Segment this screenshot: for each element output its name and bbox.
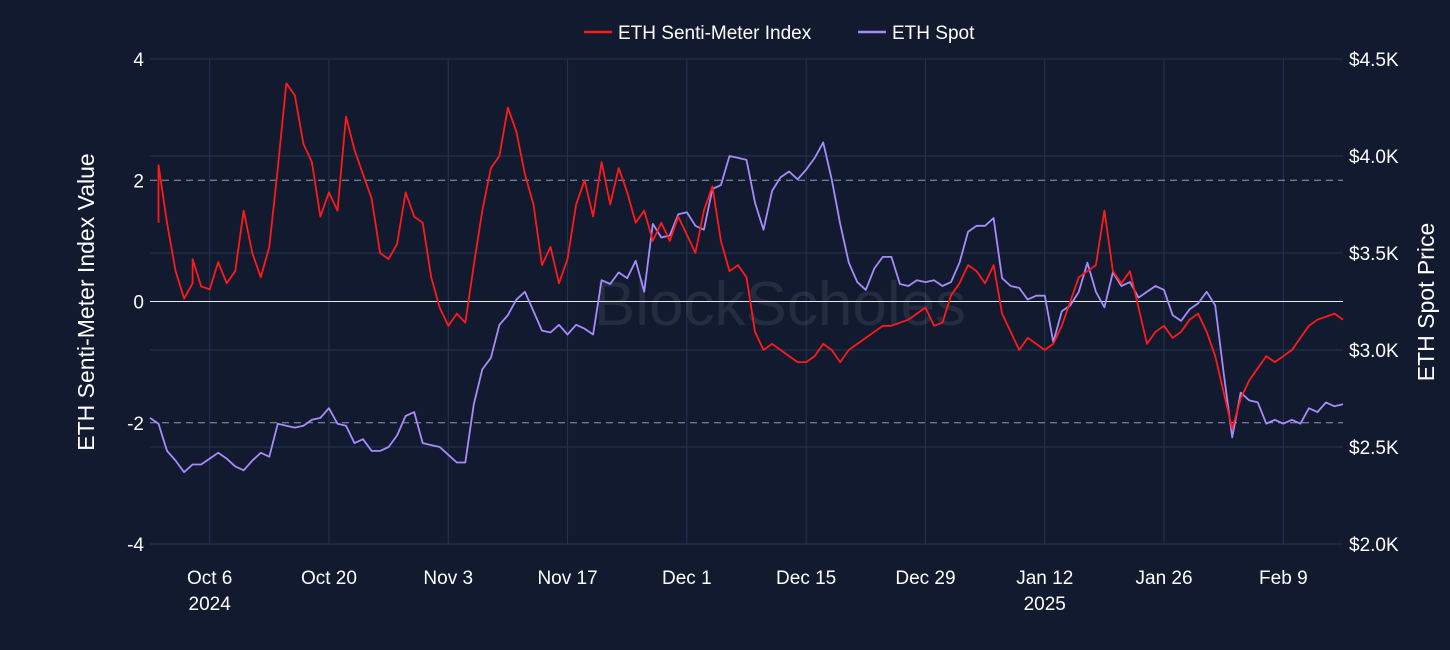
x-tick-label: Dec 15 (776, 568, 836, 589)
series-layer (149, 82, 1344, 474)
series-line-senti-meter (157, 82, 1344, 430)
legend-label-senti: ETH Senti-Meter Index (618, 23, 812, 44)
y-left-tick-label: 0 (133, 293, 144, 314)
y-axis-left-title: ETH Senti-Meter Index Value (73, 153, 99, 450)
x-tick-label: Nov 3 (423, 568, 473, 589)
grid (150, 58, 1343, 545)
x-tick-year-label: 2024 (189, 594, 232, 615)
series-line-eth-spot (149, 141, 1344, 474)
legend-label-spot: ETH Spot (892, 23, 975, 44)
x-tick-label: Dec 29 (895, 568, 955, 589)
y-right-tick-label: $4.0K (1349, 147, 1399, 168)
y-right-tick-label: $2.5K (1349, 438, 1399, 459)
y-left-tick-label: -4 (127, 535, 144, 556)
watermark: BlockScholes (594, 270, 966, 339)
y-right-tick-label: $3.0K (1349, 341, 1399, 362)
y-left-tick-label: 4 (133, 50, 144, 71)
y-axis-right-title: ETH Spot Price (1413, 223, 1439, 382)
axis-layer: 4 2 0 -2 -4 $4.5K $4.0K $3.5K $3.0K $2.5K $2.0K Oct… (127, 50, 1399, 615)
x-tick-label: Jan 12 (1016, 568, 1073, 589)
x-tick-label: Feb 9 (1259, 568, 1308, 589)
x-tick-label: Nov 17 (537, 568, 597, 589)
x-tick-label: Oct 6 (187, 568, 232, 589)
y-left-tick-label: -2 (127, 414, 144, 435)
y-left-tick-label: 2 (133, 171, 144, 192)
x-tick-label: Dec 1 (662, 568, 712, 589)
y-right-tick-label: $2.0K (1349, 535, 1399, 556)
x-tick-label: Jan 26 (1136, 568, 1193, 589)
x-tick-year-label: 2025 (1024, 594, 1066, 615)
y-right-tick-label: $4.5K (1349, 50, 1399, 71)
legend: ETH Senti-Meter Index ETH Spot (584, 23, 975, 44)
x-tick-label: Oct 20 (301, 568, 357, 589)
y-right-tick-label: $3.5K (1349, 244, 1399, 265)
